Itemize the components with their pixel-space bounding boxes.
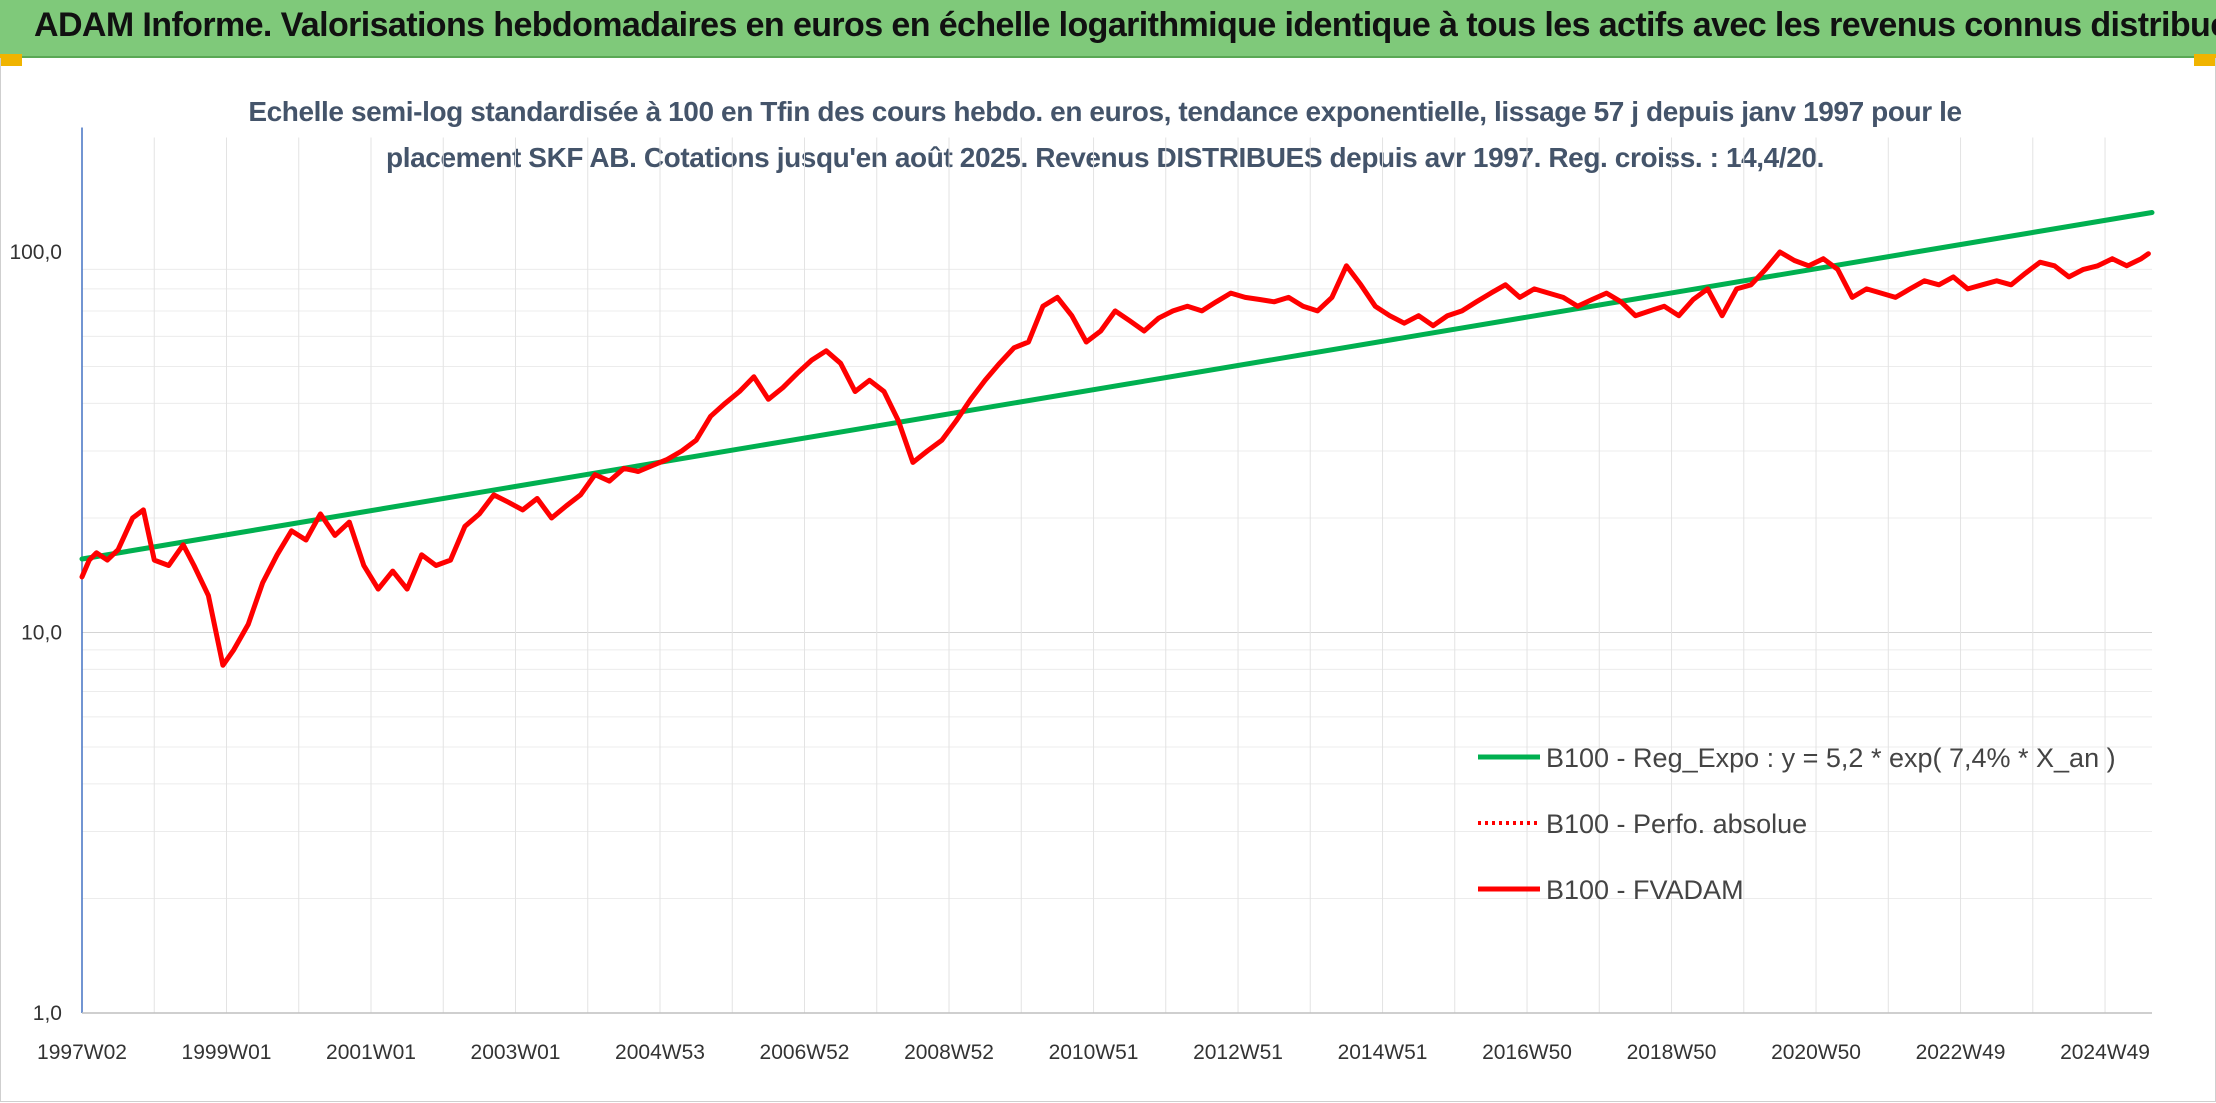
x-tick-label: 2024W49: [2060, 1041, 2150, 1064]
x-tick-label: 2001W01: [326, 1041, 416, 1064]
chart-title-line-2: placement SKF AB. Cotations jusqu'en aoû…: [386, 142, 1824, 173]
chart-series: [79, 210, 2155, 668]
x-tick-label: 2022W49: [1916, 1041, 2006, 1064]
x-tick-label: 2003W01: [471, 1041, 561, 1064]
x-tick-label: 2014W51: [1338, 1041, 1428, 1064]
corner-marker-left: [0, 54, 22, 66]
x-tick-label: 2018W50: [1627, 1041, 1717, 1064]
x-tick-label: 2010W51: [1049, 1041, 1139, 1064]
y-tick-label: 10,0: [21, 622, 62, 645]
y-tick-label: 1,0: [33, 1002, 62, 1025]
x-tick-label: 2012W51: [1193, 1041, 1283, 1064]
x-tick-label: 1997W02: [37, 1041, 127, 1064]
x-tick-label: 2008W52: [904, 1041, 994, 1064]
x-tick-label: 2006W52: [760, 1041, 850, 1064]
chart-axes: 1,0 10,0 100,0 1997W02 1999W01 2001W01 2003W01…: [9, 127, 2152, 1064]
chart-legend: B100 - Reg_Expo : y = 5,2 * exp( 7,4% * …: [1478, 743, 2116, 905]
x-tick-label: 2020W50: [1771, 1041, 1861, 1064]
legend-entry: B100 - Reg_Expo : y = 5,2 * exp( 7,4% * …: [1546, 743, 2116, 773]
x-tick-label: 2004W53: [615, 1041, 705, 1064]
report-banner: ADAM Informe. Valorisations hebdomadaire…: [0, 0, 2216, 58]
chart-title-line-1: Echelle semi-log standardisée à 100 en T…: [248, 96, 1962, 127]
legend-entry: B100 - FVADAM: [1546, 875, 1744, 905]
x-tick-label: 2016W50: [1482, 1041, 1572, 1064]
report-title: ADAM Informe. Valorisations hebdomadaire…: [34, 6, 2216, 44]
series-line-fvadam: [79, 249, 2151, 668]
x-tick-label: 1999W01: [182, 1041, 272, 1064]
corner-marker-right: [2194, 54, 2216, 66]
trend-line-reg-expo: [79, 210, 2155, 562]
legend-entry: B100 - Perfo. absolue: [1546, 809, 1807, 839]
y-tick-label: 100,0: [9, 241, 62, 264]
